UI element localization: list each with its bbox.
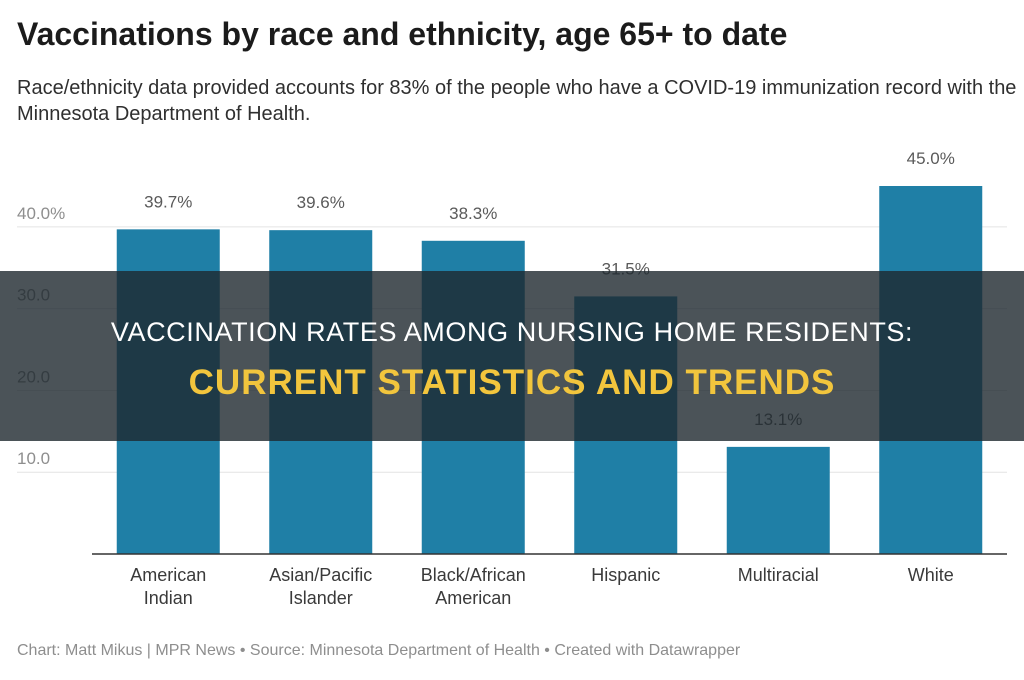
data-label: 39.6% <box>297 193 345 212</box>
x-tick-label: American <box>435 588 511 608</box>
x-tick-label: American <box>130 565 206 585</box>
y-tick-label: 40.0% <box>17 204 65 223</box>
x-tick-label: Indian <box>144 588 193 608</box>
x-tick-label: Asian/Pacific <box>269 565 372 585</box>
chart-footer: Chart: Matt Mikus | MPR News • Source: M… <box>17 642 741 659</box>
chart-subtitle: Race/ethnicity data provided accounts fo… <box>17 77 1017 125</box>
x-tick-label: Hispanic <box>591 565 660 585</box>
banner-headline: Vaccination Rates Among Nursing Home Res… <box>110 317 914 347</box>
x-tick-labels: American Indian Asian/Pacific Islander Black… <box>130 565 954 608</box>
banner-subheadline: Current Statistics And Trends <box>188 363 836 402</box>
x-tick-label: Black/African <box>421 565 526 585</box>
data-label: 38.3% <box>449 204 497 223</box>
data-label: 39.7% <box>144 192 192 211</box>
title-banner: Vaccination Rates Among Nursing Home Res… <box>0 271 1024 441</box>
x-tick-label: Islander <box>289 588 353 608</box>
chart-title: Vaccinations by race and ethnicity, age … <box>17 16 788 52</box>
x-tick-label: Multiracial <box>738 565 819 585</box>
y-tick-label: 10.0 <box>17 449 50 468</box>
bar <box>726 446 830 554</box>
x-tick-label: White <box>908 565 954 585</box>
data-label: 45.0% <box>907 149 955 168</box>
